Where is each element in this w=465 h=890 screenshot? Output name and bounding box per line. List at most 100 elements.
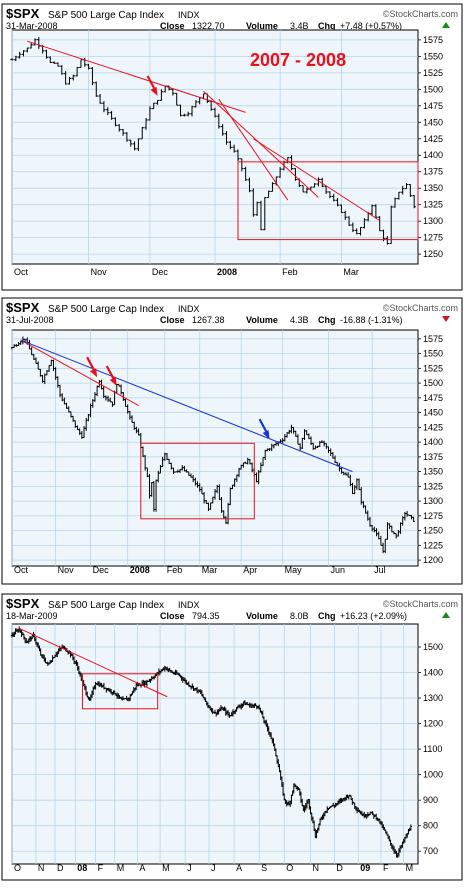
x-tick-label: F <box>98 863 104 873</box>
y-tick-label: 1400 <box>423 150 443 160</box>
exchange-label: INDX <box>178 304 200 314</box>
y-tick-label: 1375 <box>423 167 443 177</box>
x-tick-label: May <box>285 565 303 575</box>
x-tick-label: A <box>236 863 242 873</box>
volume-label: Volume <box>246 315 278 325</box>
y-tick-label: 1400 <box>423 668 443 678</box>
y-tick-label: 1425 <box>423 134 443 144</box>
chg-label: Chg <box>318 315 336 325</box>
index-name: S&P 500 Large Cap Index <box>48 304 164 315</box>
trendline <box>20 339 353 473</box>
y-tick-label: 1375 <box>423 452 443 462</box>
x-tick-label: M <box>406 863 414 873</box>
close-value: 794.35 <box>192 611 220 621</box>
x-tick-label: 08 <box>77 863 87 873</box>
chg-value: +7.48 (+0.57%) <box>340 21 402 31</box>
symbol-label: $SPX <box>6 300 40 315</box>
chg-up-icon <box>442 22 450 28</box>
x-tick-label: Nov <box>91 267 108 277</box>
symbol-label: $SPX <box>6 6 40 21</box>
chg-down-icon <box>442 316 450 322</box>
x-tick-label: Oct <box>14 267 29 277</box>
exchange-label: INDX <box>178 600 200 610</box>
y-tick-label: 900 <box>423 795 438 805</box>
x-tick-label: Mar <box>343 267 359 277</box>
range-box <box>81 673 159 710</box>
volume-value: 4.3B <box>290 315 309 325</box>
y-tick-label: 1525 <box>423 68 443 78</box>
volume-value: 8.0B <box>290 611 309 621</box>
x-tick-label: F <box>383 863 389 873</box>
x-tick-label: D <box>57 863 64 873</box>
x-tick-label: J <box>211 863 216 873</box>
close-value: 1322.70 <box>192 21 225 31</box>
x-tick-label: Nov <box>58 565 75 575</box>
plot-area <box>11 329 419 567</box>
y-tick-label: 1500 <box>423 84 443 94</box>
x-tick-label: M <box>162 863 170 873</box>
y-tick-label: 1250 <box>423 526 443 536</box>
trendline <box>18 627 168 698</box>
x-tick-label: N <box>313 863 320 873</box>
x-tick-label: 2008 <box>130 565 150 575</box>
y-tick-label: 1575 <box>423 35 443 45</box>
x-tick-label: N <box>38 863 45 873</box>
y-tick-label: 1500 <box>423 378 443 388</box>
y-tick-label: 1575 <box>423 334 443 344</box>
range-box <box>237 161 419 241</box>
y-tick-label: 1275 <box>423 511 443 521</box>
trendline <box>218 98 289 201</box>
x-tick-label: Oct <box>14 565 29 575</box>
y-tick-label: 1000 <box>423 770 443 780</box>
arrow-icon <box>262 430 270 440</box>
y-tick-label: 1200 <box>423 555 443 565</box>
y-tick-label: 1425 <box>423 422 443 432</box>
watermark: ©StockCharts.com <box>383 303 458 313</box>
y-tick-label: 1250 <box>423 249 443 259</box>
x-tick-label: J <box>187 863 192 873</box>
volume-label: Volume <box>246 611 278 621</box>
y-tick-label: 1450 <box>423 117 443 127</box>
x-tick-label: Jun <box>331 565 346 575</box>
date-label: 31-Jul-2008 <box>6 315 54 325</box>
arrow-icon <box>150 86 158 96</box>
close-label: Close <box>160 611 185 621</box>
range-box <box>140 442 255 520</box>
x-tick-label: 2008 <box>217 267 237 277</box>
close-label: Close <box>160 21 185 31</box>
y-tick-label: 1100 <box>423 744 442 754</box>
index-name: S&P 500 Large Cap Index <box>48 600 164 611</box>
x-tick-label: A <box>139 863 145 873</box>
x-tick-label: M <box>117 863 125 873</box>
x-tick-label: O <box>286 863 293 873</box>
y-tick-label: 1400 <box>423 437 443 447</box>
y-tick-label: 1500 <box>423 642 443 652</box>
x-tick-label: Dec <box>93 565 110 575</box>
chg-label: Chg <box>318 611 336 621</box>
close-value: 1267.38 <box>192 315 225 325</box>
y-tick-label: 1325 <box>423 481 443 491</box>
chg-label: Chg <box>318 21 336 31</box>
y-tick-label: 1475 <box>423 101 443 111</box>
x-tick-label: Feb <box>167 565 183 575</box>
x-tick-label: S <box>261 863 267 873</box>
chg-value: +16.23 (+2.09%) <box>340 611 407 621</box>
trendline <box>203 90 319 198</box>
close-label: Close <box>160 315 185 325</box>
y-tick-label: 1350 <box>423 467 443 477</box>
symbol-label: $SPX <box>6 596 40 611</box>
y-tick-label: 1300 <box>423 216 443 226</box>
chg-up-icon <box>442 612 450 618</box>
date-label: 31-Mar-2008 <box>6 21 58 31</box>
x-tick-label: Feb <box>282 267 298 277</box>
y-tick-label: 1225 <box>423 540 443 550</box>
x-tick-label: D <box>336 863 343 873</box>
x-tick-label: 09 <box>360 863 370 873</box>
y-tick-label: 1200 <box>423 719 443 729</box>
trendline <box>27 40 246 113</box>
y-tick-label: 1275 <box>423 233 443 243</box>
watermark: ©StockCharts.com <box>383 9 458 19</box>
trendline <box>253 138 380 221</box>
trendline <box>20 339 139 406</box>
